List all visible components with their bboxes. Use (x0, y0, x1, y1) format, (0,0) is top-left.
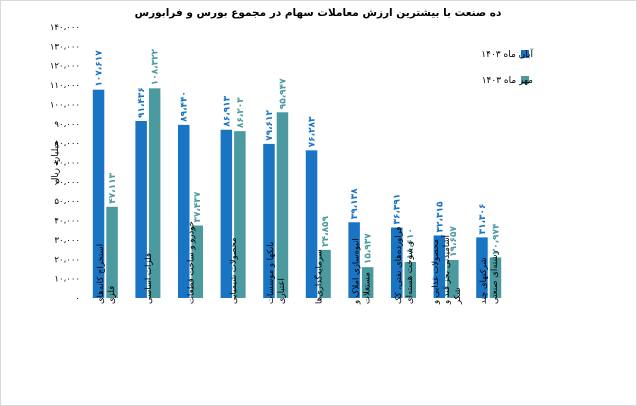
legend: آبان ماه ۱۴۰۳ مهر ماه ۱۴۰۳ (481, 48, 533, 86)
data-label: ۱۰۷،۶۱۷ (95, 50, 105, 87)
chart-title: ده صنعت با بیشترین ارزش معاملات سهام در … (135, 7, 502, 19)
y-tick-label: ۷۰،۰۰۰ (54, 159, 80, 169)
bar (391, 227, 403, 298)
bar (178, 124, 190, 298)
category-label: فلزات اساسی (144, 253, 154, 304)
y-tick-label: ۴۰،۰۰۰ (54, 217, 80, 227)
data-label: ۱۸،۶۱۰ (406, 228, 416, 259)
bar (404, 261, 416, 298)
data-label: ۳۷،۴۳۷ (193, 191, 203, 222)
y-tick-label: ۹۰،۰۰۰ (54, 120, 80, 130)
data-label: ۱۵،۹۳۷ (364, 233, 374, 264)
data-label: ۱۰۸،۳۲۲ (151, 48, 161, 85)
data-label: ۲۴،۸۵۹ (321, 215, 331, 246)
y-axis: ۰ ۱۰،۰۰۰ ۲۰،۰۰۰ ۳۰،۰۰۰ ۴۰،۰۰۰ ۵۰،۰۰۰ ۶۰،۰۰۰ ۷۰،… (50, 23, 80, 304)
category-label: انبوه‌سازی املاک و (351, 238, 361, 305)
y-tick-label: ۳۰،۰۰۰ (54, 236, 80, 246)
legend-label: مهر ماه ۱۴۰۳ (482, 76, 533, 86)
data-label: ۷۹،۶۱۲ (265, 110, 275, 141)
category-label: شکر (453, 287, 463, 305)
bar (476, 237, 488, 298)
bar (489, 257, 502, 298)
y-tick-label: ۰ (75, 294, 80, 304)
bar (319, 249, 331, 298)
data-label: ۸۶،۲۰۳ (236, 97, 246, 128)
bar (433, 235, 446, 298)
bar (361, 267, 374, 298)
y-tick-label: ۶۰،۰۰۰ (54, 178, 80, 188)
category-label: رشته‌ای صنعتی (490, 250, 500, 304)
y-tick-label: ۱۴۰،۰۰۰ (50, 23, 80, 33)
category-label: محصولات غذایی و (431, 239, 441, 305)
data-label: ۴۷،۱۱۳ (108, 172, 118, 203)
legend-swatch (521, 50, 529, 58)
category-label: فراورده‌های نفتی، کک (394, 227, 404, 304)
category-labels: استخراج کانه‌های فلزی فلزات اساسی خودرو و س… (96, 221, 500, 305)
bar (220, 129, 233, 298)
legend-label: آبان ماه ۱۴۰۳ (481, 48, 533, 60)
y-tick-label: ۲۰،۰۰۰ (54, 255, 80, 265)
bar (148, 88, 161, 299)
bar (106, 206, 118, 298)
bar (92, 89, 105, 298)
data-label: ۹۵،۹۴۷ (278, 78, 288, 109)
y-tick-label: ۱۰۰،۰۰۰ (50, 100, 80, 110)
data-label: ۳۹،۱۳۸ (350, 188, 360, 219)
legend-swatch (521, 76, 529, 84)
y-tick-label: ۱۳۰،۰۰۰ (50, 42, 80, 52)
data-label: ۷۶،۲۸۳ (308, 116, 318, 147)
data-label: ۳۶،۳۹۱ (393, 194, 403, 225)
category-label: مستغلات (362, 272, 372, 304)
bar (305, 150, 318, 298)
category-label: اعتباری (277, 278, 287, 304)
y-tick-label: ۸۰،۰۰۰ (54, 139, 80, 149)
y-tick-label: ۱۱۰،۰۰۰ (50, 81, 80, 91)
bar (276, 112, 289, 299)
data-label: ۸۶،۹۱۳ (222, 95, 232, 126)
category-label: بانکها و موسسات (266, 242, 276, 304)
category-label: فلزی (107, 286, 117, 304)
bar (191, 225, 203, 298)
bar (135, 121, 147, 298)
category-label: استخراج کانه‌های (96, 244, 106, 304)
data-label: ۱۹،۶۵۷ (449, 226, 459, 257)
category-label: آشامیدنی بجز قند و (440, 234, 452, 305)
y-tick-label: ۱۲۰،۰۰۰ (50, 62, 80, 72)
category-label: شرکتهای چند (479, 257, 489, 304)
bar (234, 131, 246, 298)
bar (447, 259, 459, 298)
data-label: ۲۰،۹۷۴ (491, 223, 501, 254)
data-label: ۳۱،۳۰۶ (478, 204, 488, 235)
category-label: محصولات شیمیایی (229, 237, 239, 304)
bars: ۱۰۷،۶۱۷ ۹۱،۴۳۶ ۸۹،۴۴۰ ۸۶،۹۱۳ ۷۹،۶۱۲ ۷۶،۲۸۳ ۳۹،… (92, 48, 502, 299)
y-axis-title: میلیارد ریال (51, 141, 61, 185)
data-label: ۹۱،۴۳۶ (137, 87, 147, 118)
bar (348, 222, 360, 298)
y-tick-label: ۵۰،۰۰۰ (54, 197, 80, 207)
category-label: خودرو و ساخت قطعات (187, 221, 197, 304)
category-label: و سوخت هسته‌ای (405, 241, 415, 304)
bar (263, 143, 275, 298)
y-tick-label: ۱۰،۰۰۰ (54, 275, 80, 285)
data-label: ۸۹،۴۴۰ (180, 91, 190, 122)
data-label: ۳۲،۳۱۵ (435, 201, 445, 232)
category-label: سرمایه‌گذاری‌ها (313, 249, 324, 304)
